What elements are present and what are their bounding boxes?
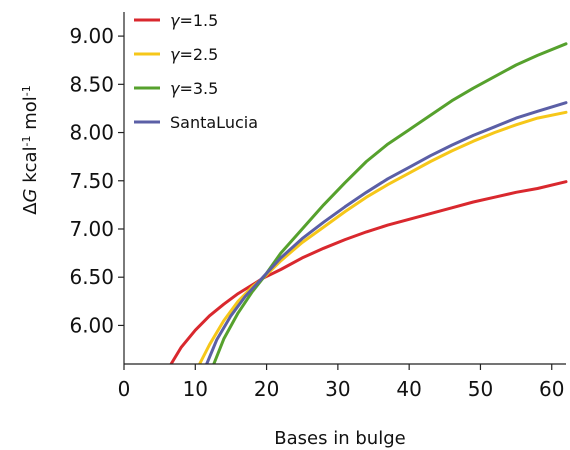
y-tick-label: 8.00 <box>69 121 114 145</box>
y-axis-title-symbol: G <box>20 188 41 202</box>
legend-label: γ=1.5 <box>170 11 218 30</box>
plot-lines <box>169 42 568 364</box>
y-tick-label: 6.00 <box>69 313 114 337</box>
x-tick-label: 50 <box>468 377 493 401</box>
y-tick-label: 9.00 <box>69 24 114 48</box>
x-axis-title: Bases in bulge <box>274 428 405 449</box>
y-tick-label: 7.00 <box>69 217 114 241</box>
y-axis-title-unit: kcal <box>20 146 41 188</box>
legend: γ=1.5 γ=2.5 γ=3.5 SantaLucia <box>134 11 258 132</box>
series-line-1 <box>169 180 568 364</box>
y-axis-title-prefix: Δ <box>20 202 41 215</box>
series-line-4 <box>205 101 568 364</box>
y-tick-label: 7.50 <box>69 169 114 193</box>
legend-label: γ=3.5 <box>170 79 218 98</box>
y-tick-label: 6.50 <box>69 265 114 289</box>
legend-label: SantaLucia <box>170 113 258 132</box>
series-line-2 <box>198 110 568 364</box>
legend-label: γ=2.5 <box>170 45 218 64</box>
x-tick-label: 0 <box>118 377 131 401</box>
y-axis-title-sup1: -1 <box>20 135 33 146</box>
x-tick-label: 10 <box>183 377 208 401</box>
y-axis-title-unit2: mol <box>20 96 41 135</box>
x-tick-label: 60 <box>539 377 564 401</box>
x-tick-label: 20 <box>254 377 279 401</box>
x-tick-label: 40 <box>396 377 421 401</box>
series-line-3 <box>212 42 568 364</box>
axes <box>123 12 566 365</box>
y-tick-label: 8.50 <box>69 72 114 96</box>
y-axis-title: ΔG kcal-1 mol-1 <box>20 85 42 215</box>
ticks: 0 10 20 30 40 50 60 6.00 6.50 7.00 7.50 8.00 8.50 9.0… <box>69 24 564 401</box>
x-tick-label: 30 <box>325 377 350 401</box>
y-axis-title-sup2: -1 <box>20 85 33 96</box>
